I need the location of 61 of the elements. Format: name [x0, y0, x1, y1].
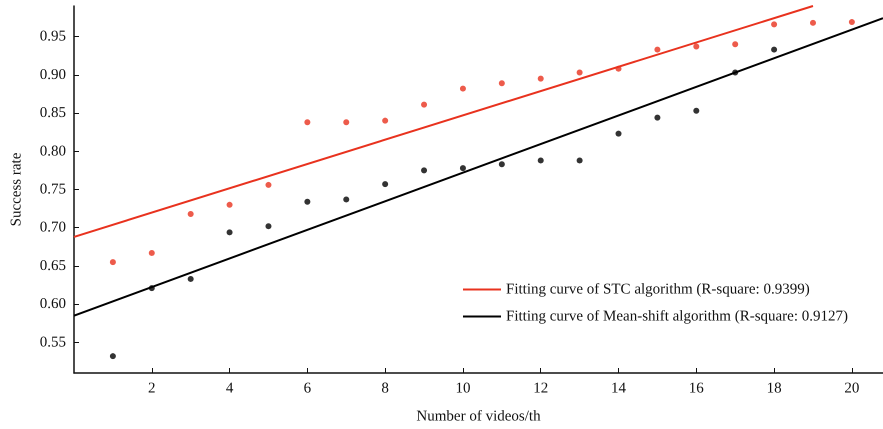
- point: [265, 182, 272, 188]
- x-tick-label: 8: [381, 380, 389, 396]
- y-tick-label: 0.85: [40, 105, 66, 122]
- x-tick-label: 16: [688, 380, 704, 396]
- point: [732, 41, 738, 48]
- legend-label: Fitting curve of Mean-shift algorithm (R-square: 0.9127): [506, 308, 848, 324]
- point: [654, 46, 660, 53]
- y-tick-label: 0.90: [40, 66, 66, 83]
- y-tick-label: 0.65: [40, 258, 66, 274]
- y-axis-title: Success rate: [8, 152, 24, 226]
- point: [576, 157, 583, 164]
- y-tick-label: 0.55: [40, 334, 66, 350]
- point: [148, 285, 155, 292]
- point: [732, 70, 738, 76]
- x-tick-label: 6: [304, 380, 312, 396]
- point: [616, 130, 622, 137]
- x-tick-label: 20: [844, 380, 860, 396]
- point: [538, 157, 544, 164]
- x-tick-label: 2: [148, 380, 156, 396]
- point: [498, 161, 505, 168]
- point: [382, 181, 388, 188]
- point: [421, 167, 428, 174]
- point: [460, 86, 466, 92]
- point: [693, 108, 700, 114]
- point: [421, 102, 428, 108]
- point: [343, 119, 350, 126]
- point: [304, 119, 310, 126]
- point: [498, 80, 505, 86]
- point: [148, 250, 155, 256]
- point: [693, 44, 700, 50]
- x-tick-label: 14: [611, 380, 627, 396]
- point: [848, 19, 855, 26]
- y-tick-label: 0.75: [40, 182, 66, 198]
- point: [771, 46, 778, 53]
- x-tick-label: 18: [766, 380, 782, 396]
- x-tick-label: 12: [533, 380, 548, 396]
- y-tick-label: 0.95: [40, 28, 66, 45]
- point: [810, 20, 816, 26]
- point: [226, 229, 233, 236]
- y-tick-label: 0.70: [40, 220, 66, 236]
- point: [460, 165, 466, 172]
- point: [226, 202, 233, 208]
- legend-label: Fitting curve of STC algorithm (R-square: 0.9399): [506, 282, 810, 298]
- point: [265, 223, 272, 230]
- point: [616, 66, 622, 72]
- point: [654, 114, 660, 121]
- point: [382, 118, 388, 124]
- point: [538, 76, 544, 82]
- point: [110, 353, 116, 360]
- point: [576, 70, 583, 76]
- point: [771, 21, 778, 28]
- y-tick-label: 0.80: [40, 143, 66, 160]
- x-tick-label: 10: [455, 380, 470, 396]
- point: [304, 198, 310, 205]
- x-axis-title: Number of videos/th: [416, 408, 542, 424]
- point: [188, 210, 194, 217]
- point: [343, 196, 350, 202]
- x-tick-label: 4: [226, 380, 234, 396]
- y-tick-label: 0.60: [40, 296, 66, 312]
- point: [188, 276, 194, 282]
- point: [110, 259, 116, 266]
